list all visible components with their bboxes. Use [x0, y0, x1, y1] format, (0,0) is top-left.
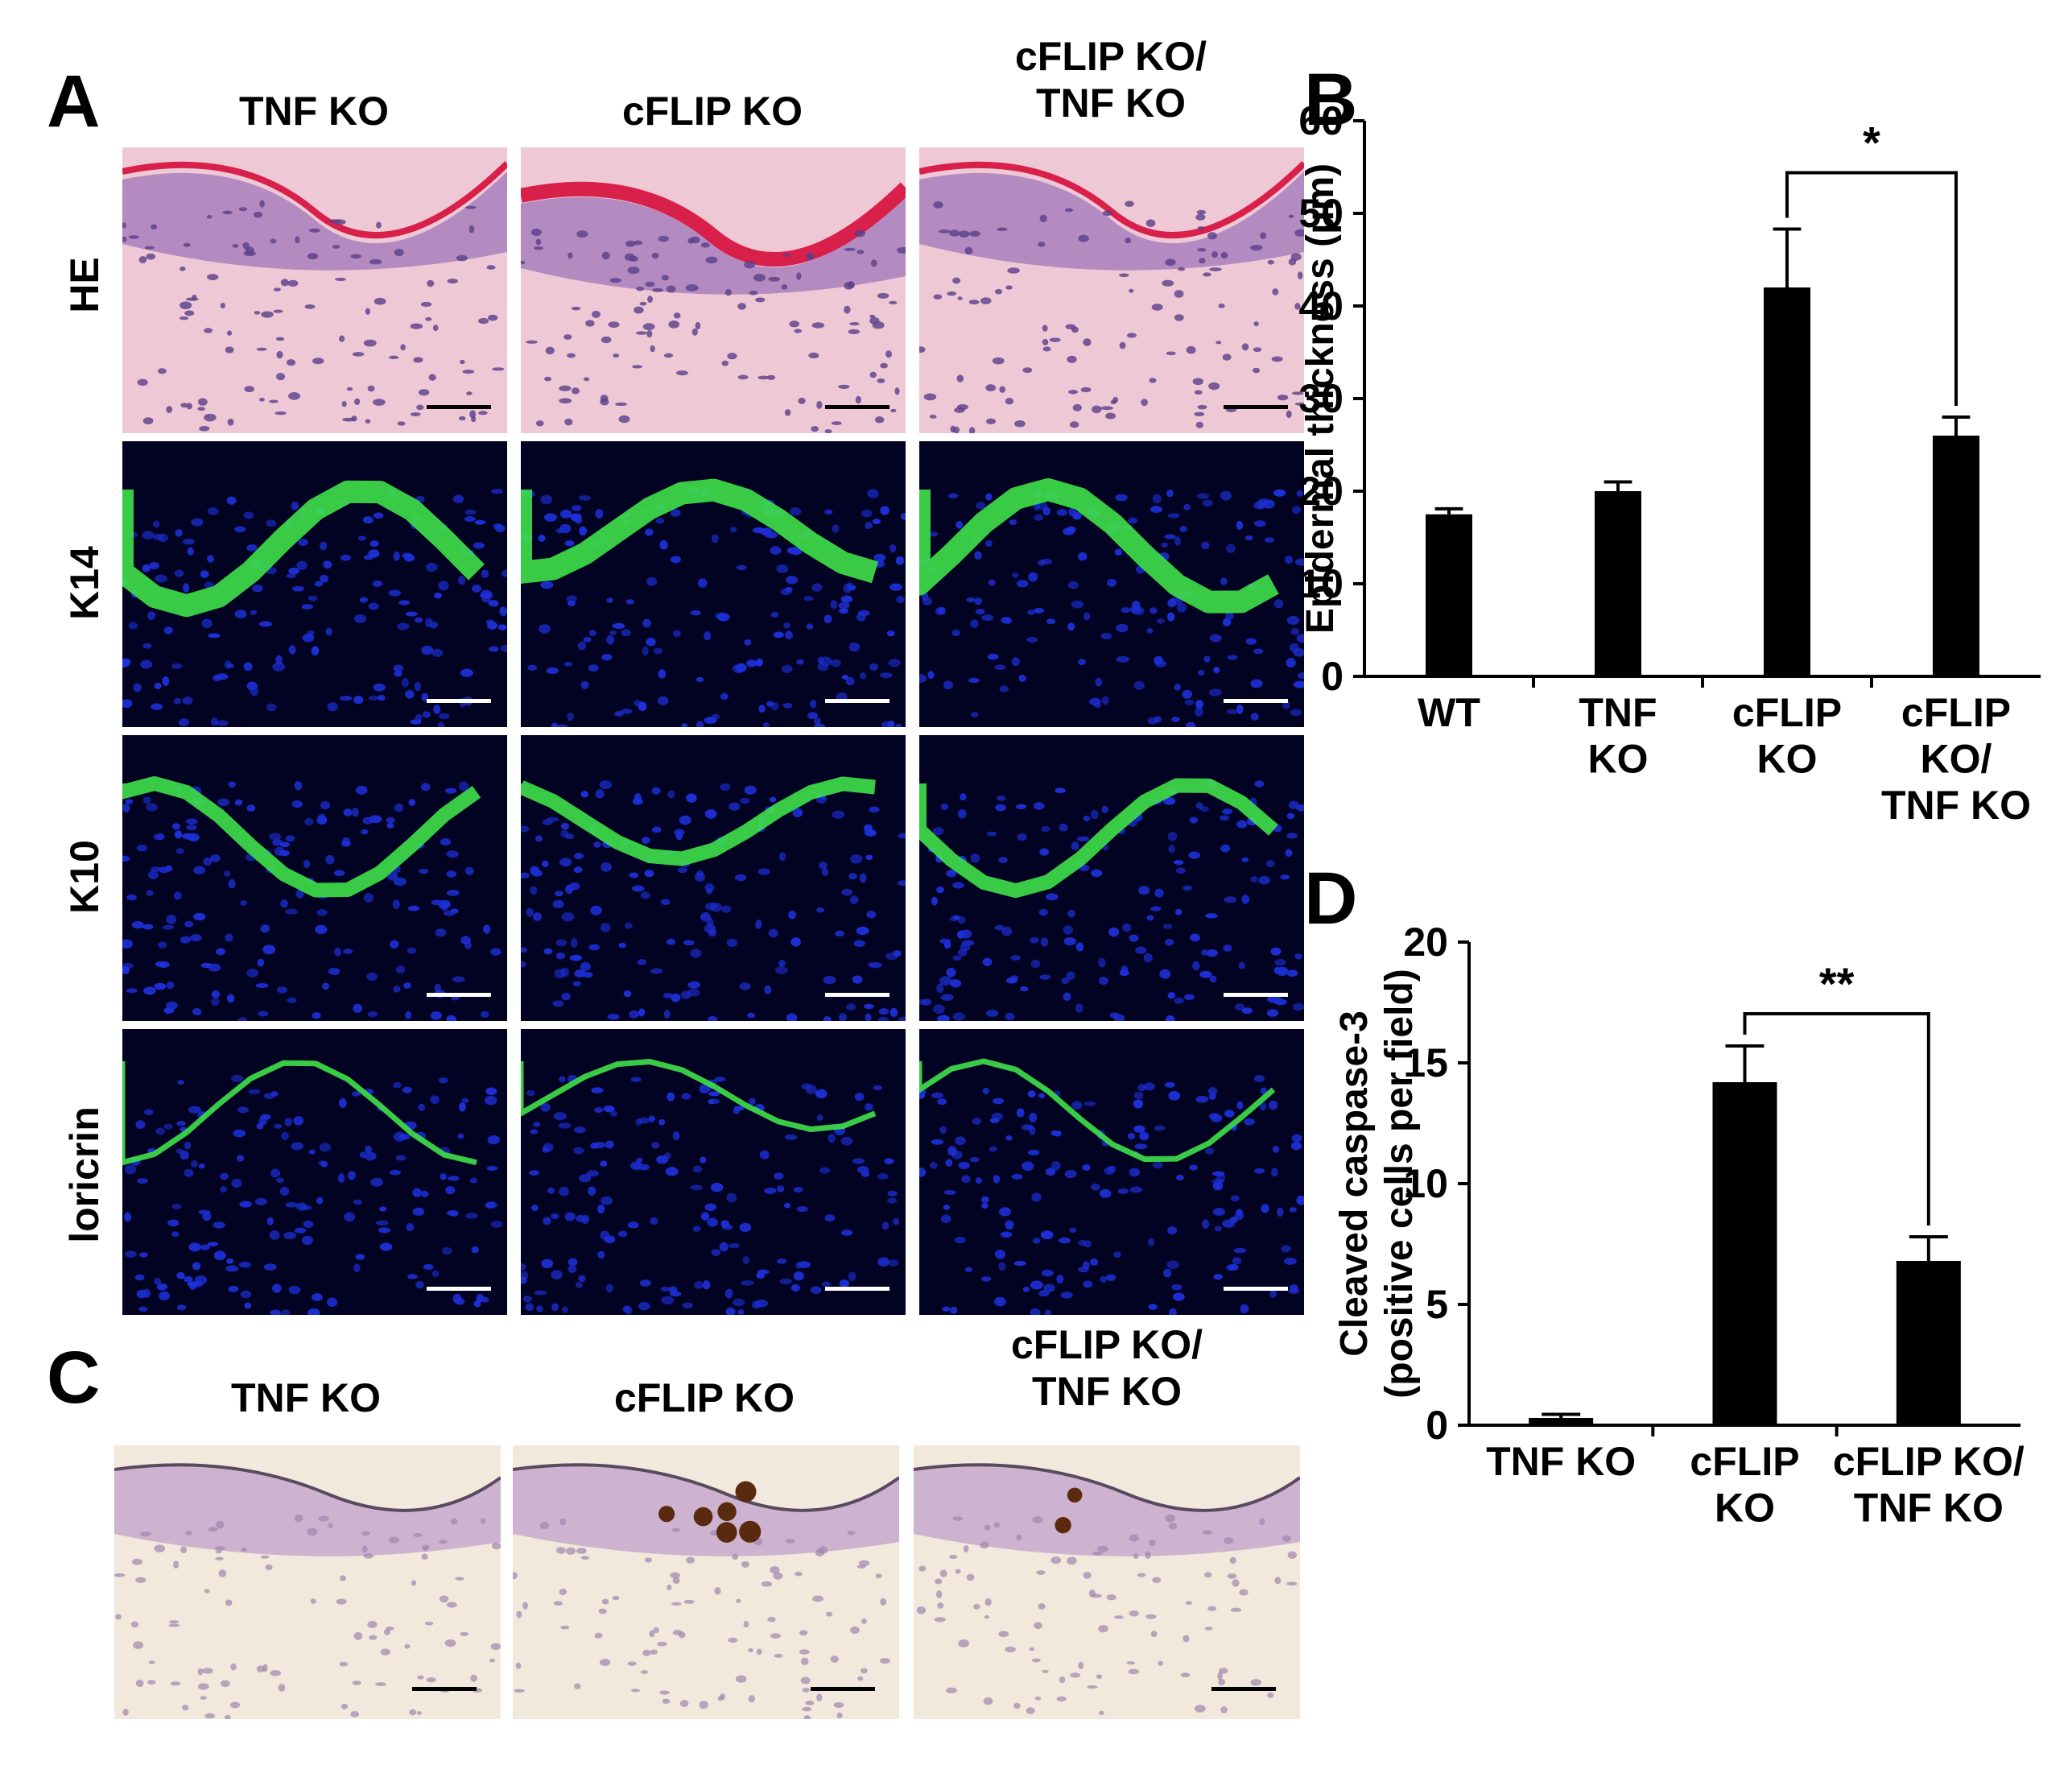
- scale-bar: [825, 993, 889, 997]
- panel-a-letter: A: [47, 60, 101, 143]
- ihc-caspase-col1: [114, 1445, 501, 1719]
- scale-bar: [427, 699, 491, 703]
- micrograph-k10-col3: [919, 735, 1304, 1021]
- panel-a-col-title: TNF KO: [238, 89, 390, 134]
- panel-d-letter: D: [1304, 858, 1358, 940]
- micrograph-lor-col1: [122, 1029, 507, 1315]
- scale-bar: [825, 1287, 889, 1291]
- scale-bar: [825, 405, 889, 409]
- y-tick-label: 10: [1403, 1161, 1448, 1206]
- y-tick-label: 0: [1321, 654, 1343, 699]
- x-tick-label: cFLIP KO/TNF KO: [1881, 690, 2031, 828]
- panel-a-row-label: K14: [62, 546, 107, 620]
- x-tick-label: WT: [1418, 690, 1480, 735]
- panel-c-col-title: cFLIP KO/ TNF KO: [1010, 1322, 1203, 1414]
- significance-bracket: [1785, 171, 1958, 406]
- y-axis-label: Epidermal thickness (μm): [1299, 163, 1342, 634]
- y-tick-label: 15: [1403, 1040, 1448, 1085]
- scale-bar: [412, 1687, 477, 1691]
- x-tick-label: cFLIP KO: [1732, 690, 1842, 782]
- x-tick-label: cFLIP KO: [1690, 1439, 1799, 1531]
- scale-bar: [1224, 1287, 1288, 1291]
- micrograph-he-col1: [122, 147, 507, 433]
- panel-a-row-label: loricrin: [62, 1106, 107, 1243]
- panel-c-col-title: cFLIP KO: [613, 1375, 795, 1420]
- bar: [1712, 1082, 1777, 1425]
- micrograph-lor-col2: [521, 1029, 906, 1315]
- chart-d-cleaved-caspase: 0 5 10 15 20 TNF KO cFLIP KO cFLIP KO/TNF KO ** Cl…: [1333, 920, 2025, 1531]
- y-tick-label: 5: [1426, 1282, 1448, 1327]
- micrograph-lor-col3: [919, 1029, 1304, 1315]
- x-tick-label: cFLIP KO/TNF KO: [1833, 1439, 2025, 1531]
- micrograph-k10-col1: [122, 735, 507, 1021]
- scale-bar: [811, 1687, 875, 1691]
- micrograph-k10-col2: [521, 735, 906, 1021]
- y-tick-label: 0: [1426, 1403, 1448, 1448]
- scale-bar: [1224, 405, 1288, 409]
- bar: [1595, 491, 1641, 676]
- scale-bar: [427, 993, 491, 997]
- bar: [1896, 1261, 1961, 1425]
- scale-bar: [1224, 699, 1288, 703]
- bar: [1529, 1418, 1594, 1425]
- scale-bar: [427, 1287, 491, 1291]
- y-tick-label: 30: [1298, 376, 1343, 421]
- micrograph-k14-col2: [521, 441, 906, 727]
- panel-a-col-title: cFLIP KO: [621, 89, 803, 134]
- micrograph-k14-col1: [122, 441, 507, 727]
- ihc-caspase-col3: [914, 1445, 1300, 1719]
- panel-a-row-label: K10: [62, 840, 107, 914]
- scale-bar: [427, 405, 491, 409]
- scale-bar: [1211, 1687, 1276, 1691]
- chart-b-epidermal-thickness: 0 10 20 30 40 50 60 WT TNF KO cFLIP KO cFLIP KO/TNF K…: [1298, 98, 2041, 828]
- panel-a-row-label: HE: [62, 257, 107, 313]
- y-tick-label: 50: [1298, 191, 1343, 236]
- significance-label: *: [1863, 118, 1880, 168]
- ihc-caspase-col2: [513, 1445, 899, 1719]
- panel-c-letter: C: [47, 1337, 101, 1419]
- panel-b-letter: B: [1304, 59, 1358, 141]
- significance-bracket: [1743, 1012, 1930, 1226]
- micrograph-k14-col3: [919, 441, 1304, 727]
- bar: [1426, 514, 1472, 676]
- y-tick-label: 10: [1298, 561, 1343, 606]
- scale-bar: [1224, 993, 1288, 997]
- y-tick-label: 20: [1298, 469, 1343, 514]
- panel-c-col-title: TNF KO: [230, 1375, 382, 1420]
- micrograph-he-col3: [919, 147, 1304, 433]
- y-tick-label: 40: [1298, 283, 1343, 329]
- y-tick-label: 20: [1403, 920, 1448, 965]
- x-tick-label: TNF KO: [1486, 1439, 1636, 1484]
- x-tick-label: TNF KO: [1579, 690, 1657, 782]
- panel-a-col-title: cFLIP KO/ TNF KO: [1014, 34, 1207, 126]
- micrograph-he-col2: [521, 147, 906, 433]
- significance-label: **: [1819, 958, 1855, 1009]
- bar: [1933, 436, 1979, 676]
- bar: [1764, 287, 1810, 676]
- y-tick-label: 60: [1298, 98, 1343, 143]
- y-axis-label: Cleaved caspase-3(positive cells per fie…: [1333, 969, 1421, 1398]
- scale-bar: [825, 699, 889, 703]
